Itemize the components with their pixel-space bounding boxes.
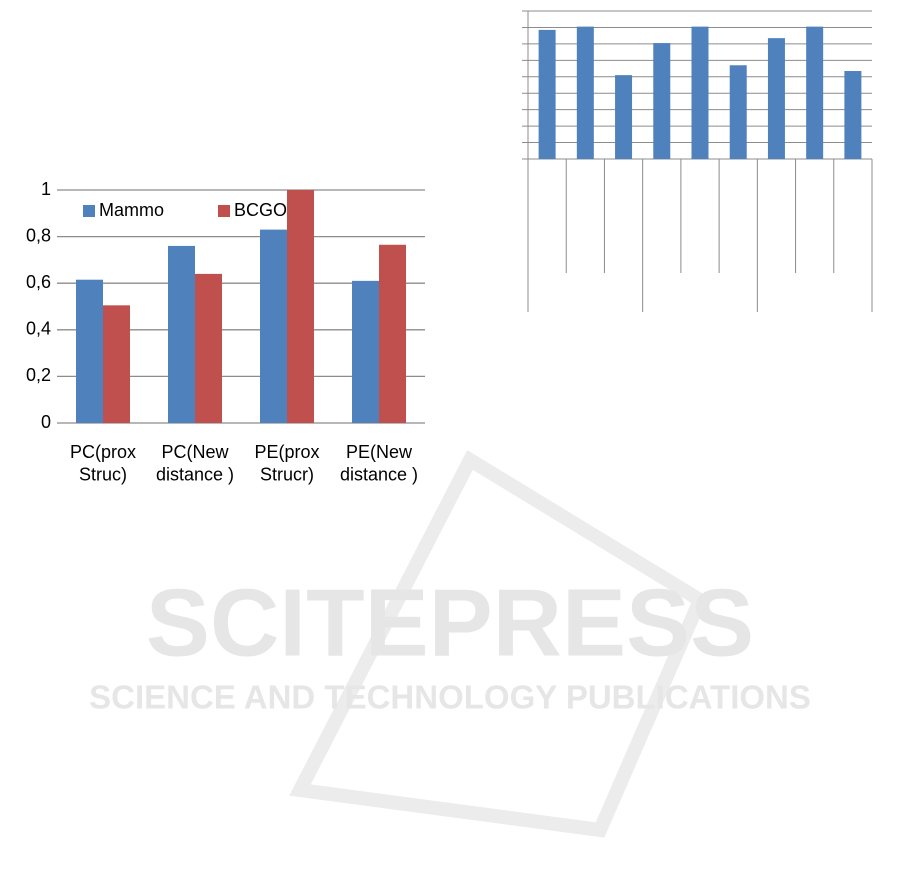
watermark-title: SCITEPRESS — [146, 569, 754, 676]
bar — [76, 279, 103, 423]
bar — [352, 280, 379, 423]
y-tick-label: 1 — [41, 179, 51, 199]
legend-label: Mammo — [99, 200, 164, 220]
bar — [844, 71, 862, 159]
bar — [287, 190, 314, 423]
x-tick-label: PC(prox Struc) — [70, 442, 136, 485]
bar — [195, 273, 222, 423]
bar — [576, 26, 594, 159]
watermark-subtitle: SCIENCE AND TECHNOLOGY PUBLICATIONS — [89, 679, 811, 716]
y-tick-label: 0 — [41, 412, 51, 432]
y-tick-label: 0,4 — [26, 319, 51, 339]
bar — [103, 305, 130, 423]
bar — [806, 26, 824, 159]
legend-swatch — [218, 205, 230, 217]
bar — [653, 43, 671, 159]
watermark: SCITEPRESS SCIENCE AND TECHNOLOGY PUBLIC… — [89, 450, 811, 838]
y-tick-label: 0,6 — [26, 272, 51, 292]
legend-swatch — [83, 205, 95, 217]
x-tick-label: PC(New distance ) — [156, 442, 234, 485]
watermark-logo — [289, 450, 709, 838]
y-tick-label: 0,2 — [26, 365, 51, 385]
legend-label: BCGO — [234, 200, 287, 220]
x-tick-label: PE(prox Strucr) — [254, 442, 319, 485]
bar — [538, 29, 556, 159]
bar — [767, 38, 785, 160]
bar — [691, 26, 709, 159]
y-tick-label: 0,8 — [26, 225, 51, 245]
bar — [615, 75, 633, 159]
x-tick-label: PE(New distance ) — [340, 442, 418, 485]
bar — [729, 65, 747, 159]
bar — [379, 244, 406, 423]
bar — [168, 245, 195, 423]
bar — [260, 229, 287, 423]
